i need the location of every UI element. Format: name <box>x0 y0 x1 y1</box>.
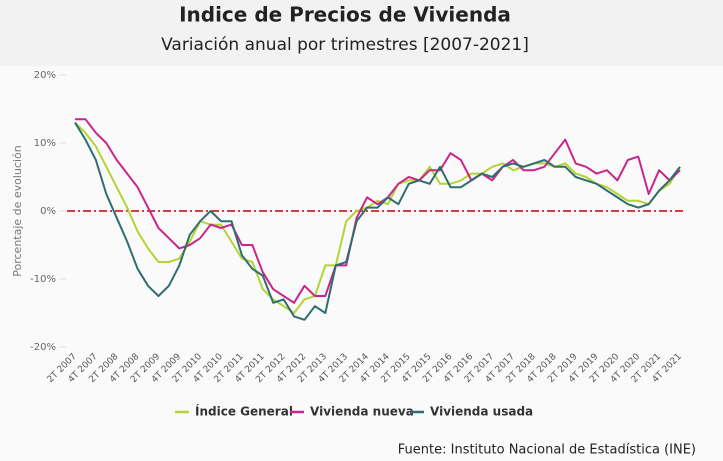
y-tick-label: 20% <box>34 70 56 81</box>
y-tick-label: 10% <box>34 138 56 149</box>
series-line <box>74 121 681 314</box>
header-band <box>0 0 723 66</box>
y-axis-title: Porcentaje de evolución <box>11 145 24 277</box>
legend-label: Vivienda usada <box>430 405 533 419</box>
chart-title: Indice de Precios de Vivienda <box>179 3 511 27</box>
source-note: Fuente: Instituto Nacional de Estadístic… <box>398 443 696 458</box>
y-tick-label: -20% <box>30 342 56 353</box>
y-tick-label: -10% <box>30 274 56 285</box>
chart-subtitle: Variación anual por trimestres [2007-202… <box>161 35 529 55</box>
y-tick-label: 0% <box>40 206 56 217</box>
series-line <box>75 118 681 304</box>
legend-label: Índice General <box>195 404 293 419</box>
legend-label: Vivienda nueva <box>310 405 414 419</box>
chart-background <box>0 66 723 461</box>
series-line <box>74 122 681 321</box>
